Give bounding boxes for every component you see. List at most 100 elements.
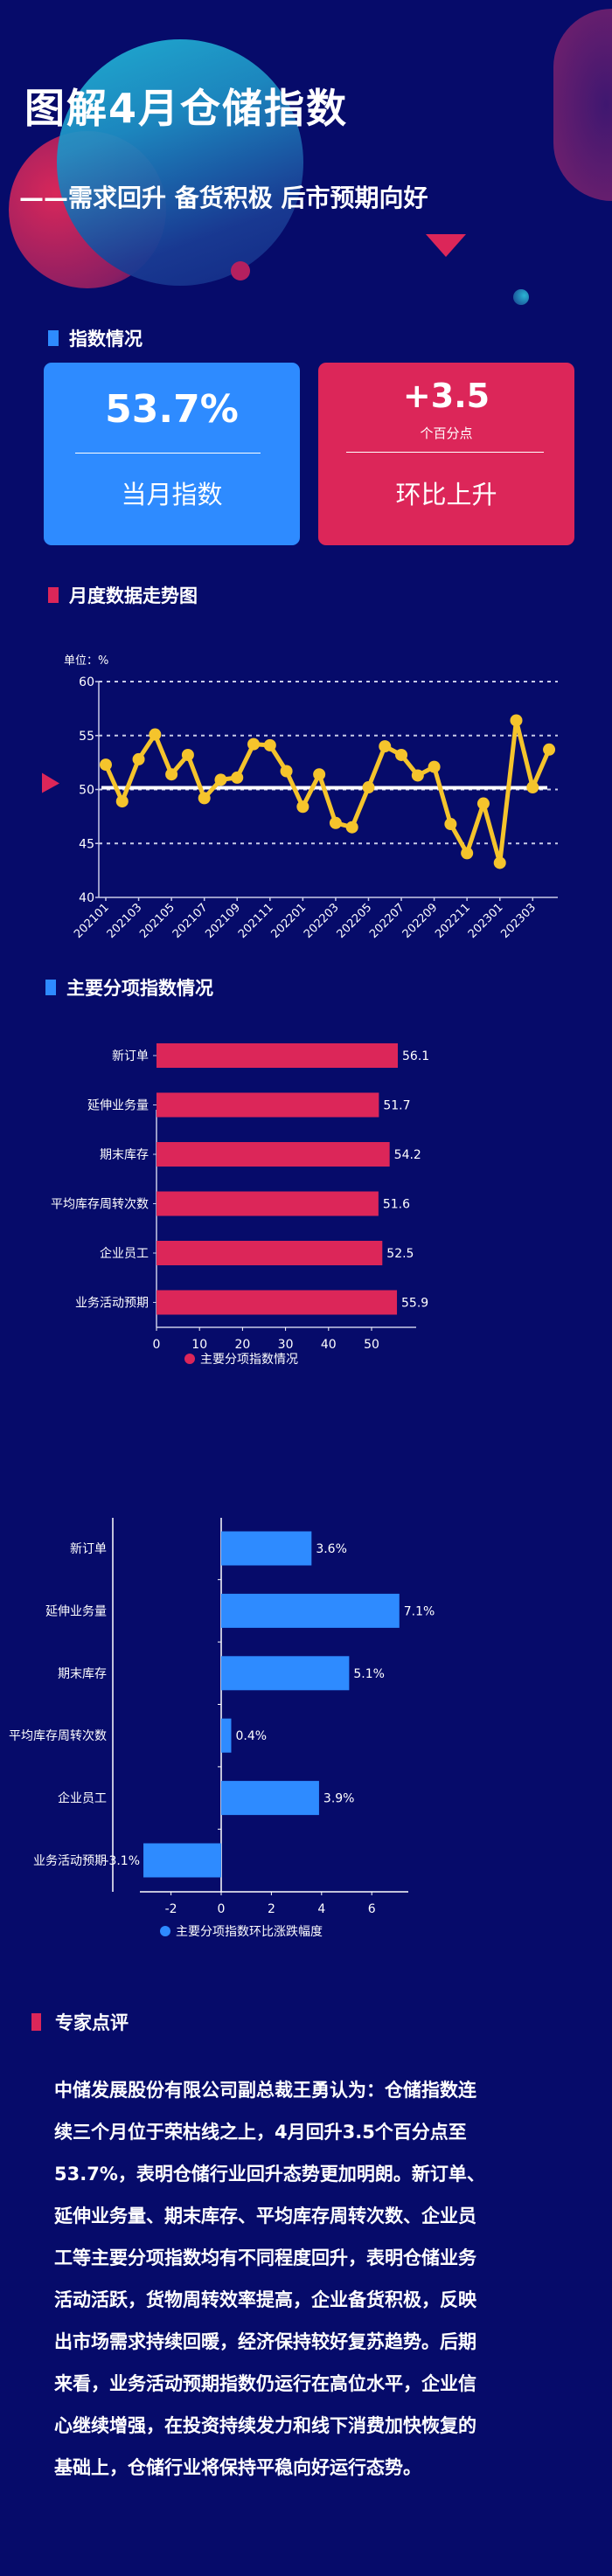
- bar: [156, 1191, 379, 1216]
- data-point: [345, 821, 358, 834]
- data-label: 7.1%: [404, 1604, 435, 1618]
- bar-chart-index: 0 10 20 30 40 50 新订单 56.1 延伸业务量 51.7 期末库存 54.2 平均库存周…: [51, 1043, 429, 1367]
- comment-line: 中储发展股份有限公司副总裁王勇认为：仓储指数连: [54, 2080, 476, 2101]
- bar: [156, 1043, 399, 1068]
- category-label: 企业员工: [100, 1246, 149, 1261]
- data-point: [181, 748, 194, 761]
- unit-label: 单位：%: [64, 654, 108, 668]
- comment-line: 续三个月位于荣枯线之上，4月回升3.5个百分点至: [54, 2122, 467, 2143]
- data-point: [444, 818, 457, 831]
- x-tick-label: 202105: [137, 901, 177, 941]
- data-point: [100, 758, 112, 772]
- category-label: 期末库存: [100, 1148, 149, 1162]
- comment-line: 基础上，仓储行业将保持平稳向好运行态势。: [54, 2457, 421, 2478]
- bar: [156, 1142, 390, 1167]
- page-subtitle: ——需求回升 备货积极 后市预期向好: [19, 184, 428, 212]
- comment-line: 53.7%，表明仓储行业回升态势更加明朗。新订单、: [54, 2164, 485, 2185]
- x-tick-label: 30: [278, 1338, 294, 1352]
- data-point: [280, 765, 293, 778]
- bar: [221, 1781, 319, 1816]
- data-point: [247, 737, 261, 751]
- bar: [221, 1718, 232, 1753]
- bar: [221, 1593, 400, 1628]
- x-tick-label: -2: [165, 1902, 177, 1916]
- data-label: -3.1%: [104, 1854, 140, 1868]
- data-label: 3.9%: [323, 1792, 355, 1806]
- x-tick-label: 0: [218, 1902, 226, 1916]
- comment-line: 来看，业务活动预期指数仍运行在高位水平，企业信: [54, 2373, 476, 2394]
- category-label: 业务活动预期: [33, 1854, 107, 1868]
- x-tick-label: 40: [321, 1338, 337, 1352]
- data-label: 0.4%: [235, 1729, 267, 1743]
- legend-dot-icon: [160, 1926, 170, 1936]
- data-label: 55.9: [401, 1297, 428, 1311]
- legend-label: 主要分项指数环比涨跌幅度: [176, 1925, 323, 1939]
- legend-label: 主要分项指数情况: [200, 1353, 298, 1367]
- mom-change-value: +3.5: [402, 377, 490, 415]
- data-point: [198, 792, 211, 805]
- section-index: 指数情况: [48, 325, 143, 351]
- category-label: 延伸业务量: [87, 1099, 149, 1113]
- square-marker-icon: [48, 330, 59, 346]
- category-label: 平均库存周转次数: [51, 1198, 149, 1212]
- data-label: 56.1: [402, 1049, 429, 1063]
- data-point: [149, 728, 162, 741]
- data-label: 51.7: [383, 1099, 410, 1113]
- data-point: [296, 800, 309, 814]
- divider: [346, 452, 544, 453]
- y-tick-label: 55: [79, 730, 94, 744]
- x-tick-label: 202303: [498, 901, 539, 941]
- page-title: 图解4月仓储指数: [24, 85, 349, 132]
- x-tick-label: 202301: [466, 901, 506, 941]
- comment-line: 心继续增强，在投资持续发力和线下消费加快恢复的: [54, 2415, 476, 2436]
- data-label: 5.1%: [353, 1667, 385, 1681]
- data-point: [329, 816, 342, 829]
- category-label: 期末库存: [58, 1667, 107, 1681]
- x-tick-label: 6: [368, 1902, 376, 1916]
- x-tick-label: 202211: [433, 901, 473, 941]
- data-label: 52.5: [386, 1247, 414, 1261]
- data-point: [493, 856, 506, 869]
- x-tick-label: 202109: [203, 901, 243, 941]
- section-sub: 主要分项指数情况: [45, 974, 213, 1001]
- mom-change-unit: 个百分点: [420, 426, 473, 441]
- bar: [156, 1290, 398, 1315]
- square-marker-icon: [31, 2013, 41, 2031]
- y-tick-label: 40: [79, 891, 94, 905]
- y-tick-label: 45: [79, 837, 94, 851]
- x-tick-label: 202101: [72, 901, 112, 941]
- data-point: [526, 781, 539, 794]
- square-marker-icon: [45, 980, 56, 995]
- data-point: [115, 795, 129, 808]
- category-label: 延伸业务量: [45, 1604, 107, 1618]
- data-point: [411, 769, 424, 782]
- decor-dot-pink: [231, 261, 250, 280]
- divider: [75, 453, 261, 454]
- bar-chart-change: -2 0 2 4 6 新订单 3.6% 延伸业务量 7.1% 期末库存 5.1% 平均库存周转次数 0.…: [9, 1518, 435, 1939]
- x-tick-label: 202201: [268, 901, 309, 941]
- x-tick-label: 10: [191, 1338, 207, 1352]
- data-point: [313, 768, 326, 781]
- decor-circle-purple: [553, 9, 612, 201]
- x-tick-label: 202207: [367, 901, 407, 941]
- section-title: 专家点评: [55, 2012, 129, 2033]
- category-label: 新订单: [70, 1542, 107, 1556]
- data-point: [263, 738, 276, 751]
- decor-circle-teal: [57, 39, 303, 286]
- section-title: 月度数据走势图: [69, 585, 198, 606]
- data-point: [476, 797, 490, 810]
- data-point: [379, 740, 392, 753]
- data-point: [510, 714, 523, 727]
- data-point: [395, 748, 408, 761]
- data-point: [362, 781, 375, 794]
- section-expert: 专家点评: [31, 2009, 129, 2035]
- card-current-index: 53.7% 当月指数: [44, 363, 300, 545]
- expert-comment: 中储发展股份有限公司副总裁王勇认为：仓储指数连 续三个月位于荣枯线之上，4月回升…: [54, 2069, 485, 2489]
- category-label: 平均库存周转次数: [9, 1729, 107, 1743]
- current-index-value: 53.7%: [105, 387, 239, 432]
- x-tick-label: 202209: [400, 901, 441, 941]
- bar: [143, 1843, 221, 1878]
- category-label: 企业员工: [58, 1791, 107, 1806]
- data-label: 54.2: [394, 1148, 421, 1162]
- data-label: 3.6%: [316, 1542, 347, 1556]
